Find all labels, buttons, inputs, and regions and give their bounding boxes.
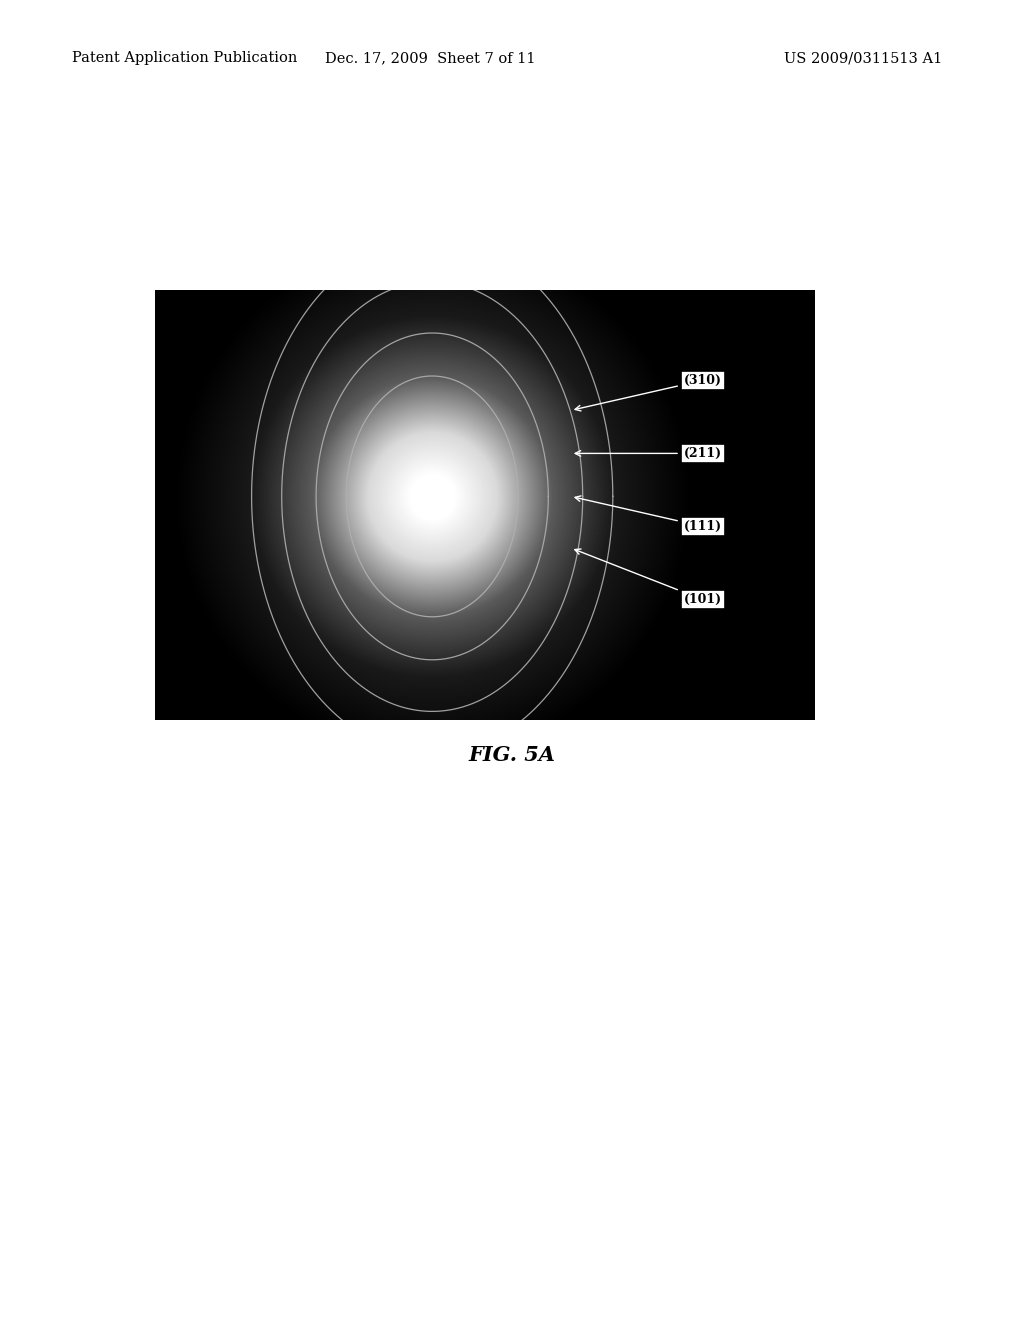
Text: (101): (101)	[574, 549, 722, 606]
Text: (211): (211)	[575, 447, 722, 459]
Text: (310): (310)	[575, 374, 722, 411]
Text: US 2009/0311513 A1: US 2009/0311513 A1	[783, 51, 942, 65]
Text: Patent Application Publication: Patent Application Publication	[72, 51, 297, 65]
Text: FIG. 5A: FIG. 5A	[469, 744, 555, 766]
Text: (111): (111)	[575, 496, 722, 533]
Text: Dec. 17, 2009  Sheet 7 of 11: Dec. 17, 2009 Sheet 7 of 11	[325, 51, 536, 65]
